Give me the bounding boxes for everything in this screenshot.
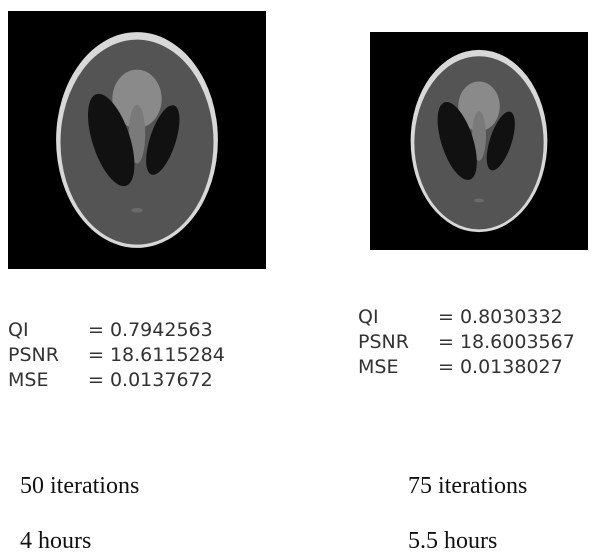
metric-row: PSNR= 18.6003567 xyxy=(358,330,575,355)
phantom-image xyxy=(370,12,588,270)
metric-row: MSE= 0.0138027 xyxy=(358,355,575,380)
metric-value: = 0.0138027 xyxy=(438,355,563,380)
metrics: QI= 0.7942563 PSNR= 18.6115284 MSE= 0.01… xyxy=(8,318,225,393)
iterations: 75 iterations xyxy=(408,473,527,500)
metric-label: QI xyxy=(8,318,88,343)
metrics: QI= 0.8030332 PSNR= 18.6003567 MSE= 0.01… xyxy=(358,305,575,380)
metric-row: QI= 0.8030332 xyxy=(358,305,575,330)
metric-label: MSE xyxy=(8,368,88,393)
figure: QI= 0.7942563 PSNR= 18.6115284 MSE= 0.01… xyxy=(0,0,606,558)
metric-value: = 18.6003567 xyxy=(438,330,575,355)
metric-label: MSE xyxy=(358,355,438,380)
metric-row: MSE= 0.0137672 xyxy=(8,368,225,393)
metric-value: = 18.6115284 xyxy=(88,343,225,368)
metric-value: = 0.8030332 xyxy=(438,305,563,330)
phantom-image xyxy=(8,8,266,272)
metric-label: PSNR xyxy=(8,343,88,368)
time: 5.5 hours xyxy=(408,528,497,555)
metric-value: = 0.7942563 xyxy=(88,318,213,343)
time: 4 hours xyxy=(20,528,91,555)
metric-row: PSNR= 18.6115284 xyxy=(8,343,225,368)
iterations: 50 iterations xyxy=(20,473,139,500)
metric-label: QI xyxy=(358,305,438,330)
metric-value: = 0.0137672 xyxy=(88,368,213,393)
metric-row: QI= 0.7942563 xyxy=(8,318,225,343)
metric-label: PSNR xyxy=(358,330,438,355)
